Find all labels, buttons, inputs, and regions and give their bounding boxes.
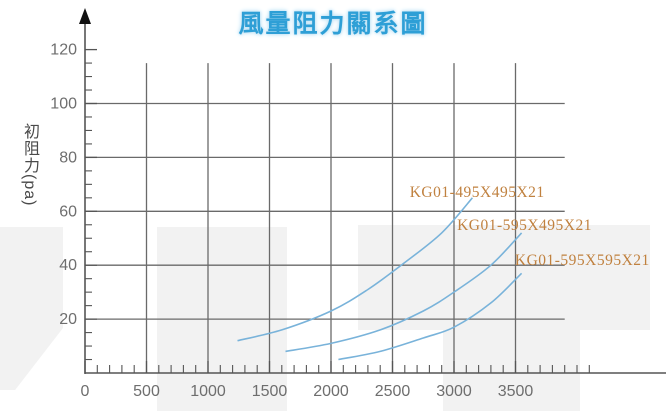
svg-text:2500: 2500 — [375, 383, 411, 400]
svg-text:3000: 3000 — [436, 383, 472, 400]
svg-text:0: 0 — [81, 383, 90, 400]
svg-text:120: 120 — [50, 42, 77, 59]
svg-text:2000: 2000 — [313, 383, 349, 400]
curve-label-kg01-595x595x21: KG01-595X595X21 — [514, 251, 650, 269]
svg-text:20: 20 — [59, 311, 77, 328]
svg-text:40: 40 — [59, 257, 77, 274]
svg-text:1500: 1500 — [252, 383, 288, 400]
svg-text:60: 60 — [59, 203, 77, 220]
curve-label-kg01-495x495x21: KG01-495X495X21 — [409, 184, 545, 202]
svg-text:80: 80 — [59, 149, 77, 166]
curve-label-kg01-595x495x21: KG01-595X495X21 — [457, 216, 592, 234]
svg-text:1000: 1000 — [190, 383, 226, 400]
svg-text:100: 100 — [50, 96, 77, 113]
svg-text:500: 500 — [133, 383, 160, 400]
svg-text:3500: 3500 — [498, 383, 534, 400]
chart-title: 風量阻力關系圖 — [238, 10, 428, 38]
y-axis-label: 初阻力(pa) — [21, 123, 38, 207]
watermark-shape — [358, 225, 650, 330]
